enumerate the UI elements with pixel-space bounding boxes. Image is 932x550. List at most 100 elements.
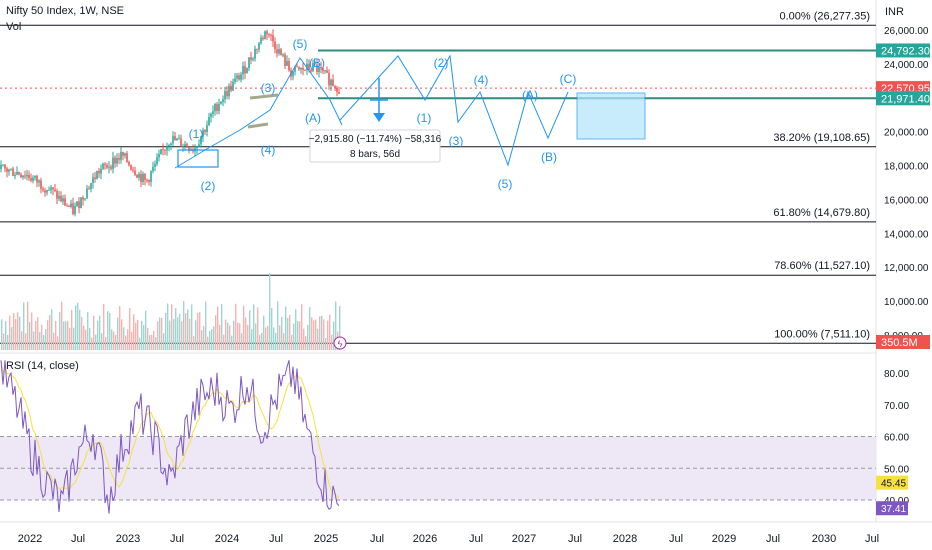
volume-tag — [876, 335, 930, 349]
volume-bar — [209, 331, 211, 350]
measure-line1: −2,915.80 (−11.74%) −58,316 — [309, 134, 442, 145]
volume-bar — [143, 325, 145, 350]
candle-body — [40, 180, 42, 189]
candle-body — [182, 146, 184, 148]
volume-bar — [99, 315, 101, 350]
volume-bar — [305, 336, 307, 350]
volume-bar — [213, 326, 215, 350]
volume-bar — [325, 337, 327, 350]
rsi-label[interactable]: RSI (14, close) — [6, 360, 79, 372]
candle-body — [176, 138, 178, 141]
candle-body — [196, 146, 198, 149]
volume-bar — [21, 331, 23, 350]
volume-bar — [281, 316, 283, 350]
candle-body — [116, 157, 118, 164]
volume-bar — [327, 320, 329, 350]
candle-body — [70, 203, 72, 208]
volume-bar — [127, 329, 129, 350]
volume-bar — [145, 310, 147, 350]
candle-body — [0, 164, 2, 169]
candle-body — [186, 144, 188, 148]
wave-label: (3) — [261, 81, 276, 95]
volume-bar — [267, 325, 269, 350]
candle-body — [148, 180, 150, 182]
candle-body — [236, 75, 238, 79]
volume-bar — [193, 336, 195, 350]
candle-body — [312, 63, 314, 72]
volume-bar — [155, 336, 157, 350]
consolidation-box — [177, 149, 219, 168]
volume-bar — [63, 321, 65, 350]
x-tick-label: 2022 — [18, 533, 42, 545]
volume-tag-text: 350.5M — [881, 337, 918, 349]
candle-body — [300, 67, 302, 70]
volume-bar — [227, 322, 229, 350]
candle-body — [166, 146, 168, 151]
x-tick-label: Jul — [568, 533, 582, 545]
rsi-ma-line — [0, 360, 340, 499]
candle-body — [60, 195, 62, 202]
symbol-title[interactable]: Nifty 50 Index, 1W, NSE — [6, 5, 124, 17]
candle-body — [162, 149, 164, 151]
candle-body — [338, 92, 340, 94]
volume-bar — [15, 319, 17, 350]
volume-bar — [277, 301, 279, 350]
volume-bar — [89, 327, 91, 350]
x-tick-label: 2024 — [215, 533, 239, 545]
volume-bar — [241, 333, 243, 350]
x-tick-label: Jul — [766, 533, 780, 545]
volume-bar — [115, 334, 117, 350]
volume-bar — [67, 320, 69, 350]
wave-label: (3) — [449, 134, 464, 148]
volume-bar — [313, 320, 315, 350]
candle-body — [254, 48, 256, 59]
candle-body — [226, 91, 228, 97]
candle-body — [180, 138, 182, 147]
candle-body — [220, 101, 222, 104]
candle-body — [122, 151, 124, 156]
candle-body — [234, 78, 236, 82]
candle-body — [10, 168, 12, 170]
volume-bar — [231, 335, 233, 350]
volume-bar — [177, 317, 179, 350]
volume-bar — [75, 305, 77, 350]
candle-body — [228, 85, 230, 97]
candle-body — [146, 179, 148, 181]
volume-bar — [161, 317, 163, 350]
candle-body — [206, 125, 208, 132]
volume-bar — [73, 327, 75, 350]
candle-body — [280, 49, 282, 56]
volume-bar — [179, 313, 181, 350]
event-icon — [333, 336, 347, 350]
x-tick-label: 2023 — [116, 533, 140, 545]
candle-body — [310, 69, 312, 72]
candle-body — [112, 157, 114, 169]
volume-bar — [247, 324, 249, 350]
volume-bar — [133, 314, 135, 350]
candle-body — [270, 34, 272, 36]
candle-body — [140, 173, 142, 183]
volume-bar — [35, 321, 37, 350]
candle-body — [238, 75, 240, 80]
volume-bar — [105, 337, 107, 350]
volume-bar — [189, 318, 191, 350]
candle-body — [86, 188, 88, 199]
wave-label: (5) — [498, 177, 513, 191]
candle-body — [244, 66, 246, 74]
volume-bar — [269, 273, 271, 350]
volume-bar — [181, 321, 183, 350]
candle-body — [92, 177, 94, 184]
volume-bar — [129, 307, 131, 350]
volume-bar — [39, 332, 41, 350]
volume-bar — [137, 319, 139, 350]
volume-bar — [109, 312, 111, 350]
wave-label: (B) — [309, 56, 325, 70]
fib-label: 78.60% (11,527.10) — [774, 260, 870, 272]
volume-bar — [81, 316, 83, 350]
volume-bar — [195, 320, 197, 350]
x-tick-label: Jul — [170, 533, 184, 545]
candle-body — [88, 188, 90, 190]
measure-line2: 8 bars, 56d — [350, 149, 400, 160]
candle-body — [6, 168, 8, 172]
